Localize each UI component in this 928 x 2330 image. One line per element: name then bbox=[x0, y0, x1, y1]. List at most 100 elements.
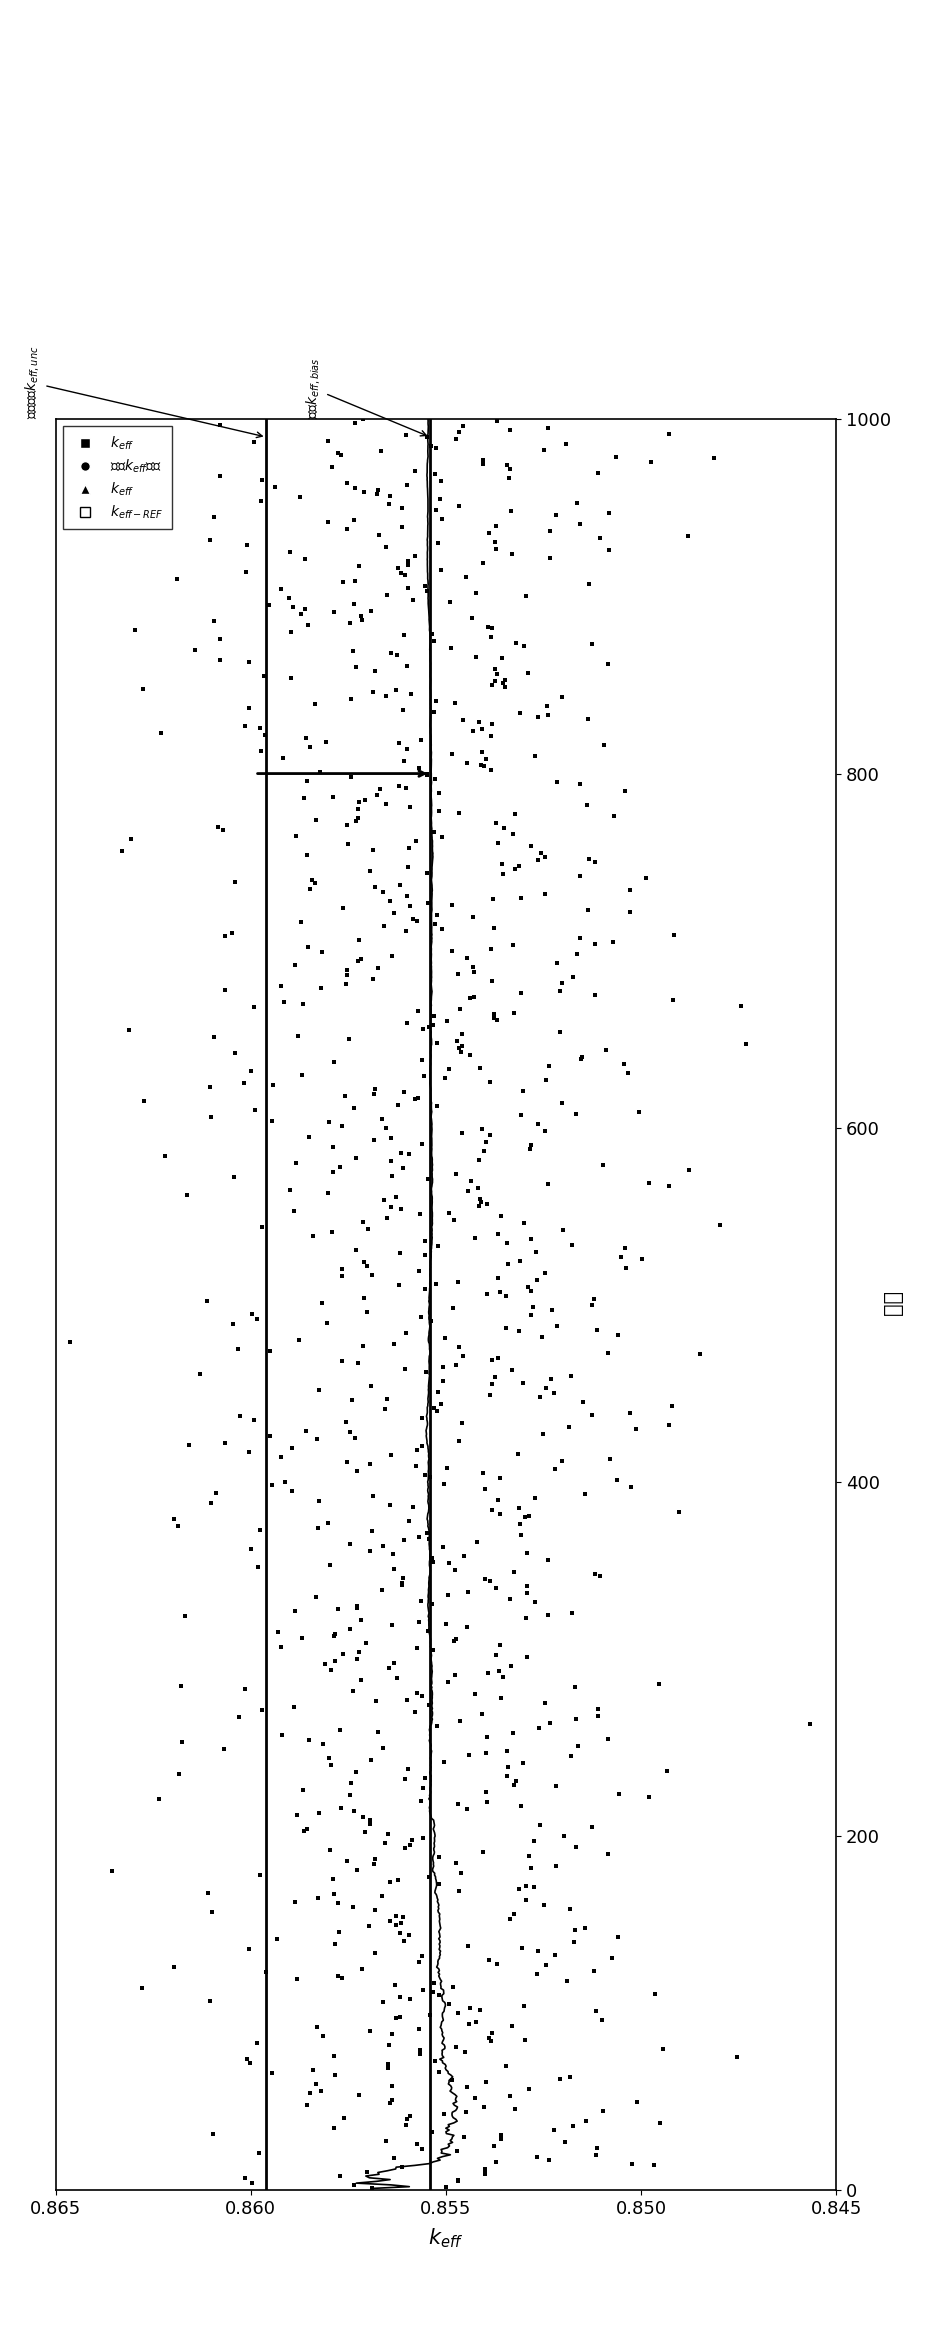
Point bbox=[407, 452, 422, 489]
Point bbox=[458, 743, 473, 781]
Point bbox=[357, 781, 372, 818]
Point bbox=[493, 1459, 508, 1496]
Point bbox=[728, 2039, 743, 2076]
Point bbox=[136, 1083, 151, 1121]
Point bbox=[402, 788, 417, 825]
Point bbox=[469, 2004, 483, 2041]
Point bbox=[451, 795, 466, 832]
Point bbox=[446, 1622, 461, 1659]
Point bbox=[586, 1282, 600, 1319]
Point bbox=[460, 1172, 475, 1209]
Point bbox=[375, 1729, 390, 1766]
Point bbox=[505, 816, 520, 853]
Point bbox=[348, 1139, 363, 1177]
Point bbox=[173, 1666, 187, 1703]
Point bbox=[552, 1014, 567, 1051]
Point bbox=[380, 1815, 395, 1852]
Point bbox=[466, 953, 481, 990]
Point bbox=[287, 1689, 302, 1727]
Point bbox=[517, 1498, 532, 1535]
Point bbox=[232, 1398, 247, 1435]
Point bbox=[430, 1708, 445, 1745]
Point bbox=[283, 659, 298, 697]
Point bbox=[522, 1836, 536, 1873]
Point bbox=[540, 697, 555, 734]
Point bbox=[439, 1449, 454, 1487]
Point bbox=[347, 1419, 362, 1456]
Point bbox=[376, 1526, 391, 1563]
Point bbox=[483, 930, 498, 967]
Point bbox=[390, 1086, 405, 1123]
Point bbox=[474, 734, 489, 771]
Point bbox=[436, 2095, 451, 2132]
Point bbox=[238, 706, 252, 743]
Point bbox=[395, 1559, 410, 1596]
Point bbox=[276, 739, 290, 776]
Point bbox=[367, 869, 382, 906]
Point bbox=[393, 1563, 408, 1601]
Point bbox=[421, 1519, 436, 1556]
Point bbox=[599, 645, 614, 683]
Point bbox=[291, 478, 306, 515]
Point bbox=[480, 608, 495, 645]
Point bbox=[389, 671, 404, 708]
Point bbox=[494, 641, 509, 678]
Point bbox=[500, 1748, 515, 1785]
Point bbox=[572, 857, 586, 895]
Point bbox=[351, 1633, 366, 1671]
Point bbox=[384, 937, 399, 974]
Point bbox=[510, 1435, 525, 1473]
Point bbox=[440, 1577, 455, 1615]
Point bbox=[311, 1370, 326, 1407]
Point bbox=[483, 1491, 498, 1528]
Point bbox=[412, 2032, 427, 2069]
Point bbox=[489, 1002, 504, 1039]
Point bbox=[238, 2160, 252, 2197]
Point bbox=[446, 1202, 461, 1240]
Point bbox=[346, 1792, 361, 1829]
Point bbox=[432, 1866, 446, 1904]
Point bbox=[383, 1121, 398, 1158]
Point bbox=[522, 1130, 536, 1167]
Point bbox=[489, 403, 504, 440]
Point bbox=[363, 592, 378, 629]
Point bbox=[462, 1037, 477, 1074]
Point bbox=[303, 862, 318, 899]
Point bbox=[535, 1414, 550, 1452]
Point bbox=[482, 1563, 496, 1601]
Point bbox=[413, 1782, 428, 1820]
Point bbox=[522, 1850, 537, 1887]
Point bbox=[359, 1293, 374, 1330]
Point bbox=[647, 1976, 662, 2013]
Point bbox=[573, 920, 587, 958]
Point bbox=[489, 655, 504, 692]
Point bbox=[398, 769, 413, 806]
Point bbox=[427, 1964, 442, 2001]
Point bbox=[401, 848, 416, 885]
Point bbox=[408, 1629, 423, 1666]
Point bbox=[325, 778, 340, 815]
Point bbox=[471, 1179, 486, 1216]
Point bbox=[441, 1051, 456, 1088]
Point bbox=[497, 662, 512, 699]
Point bbox=[542, 1703, 557, 1741]
Point bbox=[664, 1386, 679, 1424]
Point bbox=[530, 1104, 545, 1142]
Point bbox=[390, 550, 405, 587]
Point bbox=[557, 2123, 572, 2160]
Point bbox=[356, 1279, 371, 1316]
Point bbox=[448, 1347, 463, 1384]
Point bbox=[450, 2160, 465, 2197]
Point bbox=[511, 1312, 526, 1349]
Point bbox=[482, 1941, 496, 1978]
Point bbox=[420, 883, 435, 920]
Point bbox=[548, 944, 563, 981]
Point bbox=[539, 687, 554, 725]
Point bbox=[401, 1750, 416, 1787]
Point bbox=[485, 881, 500, 918]
Point bbox=[277, 1463, 292, 1501]
Point bbox=[475, 1454, 490, 1491]
Point bbox=[479, 2064, 494, 2102]
Point bbox=[600, 531, 615, 569]
Point bbox=[519, 1575, 534, 1612]
